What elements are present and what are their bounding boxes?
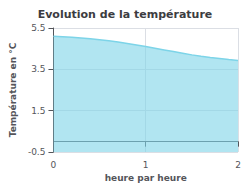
svg-text:5.5: 5.5 — [31, 23, 45, 33]
svg-text:heure par heure: heure par heure — [105, 173, 187, 183]
svg-text:3.5: 3.5 — [31, 64, 45, 74]
svg-text:1.5: 1.5 — [31, 106, 45, 116]
svg-text:0: 0 — [51, 160, 57, 170]
svg-text:Température en °C: Température en °C — [8, 42, 18, 137]
svg-text:1: 1 — [143, 160, 149, 170]
svg-text:-0.5: -0.5 — [28, 147, 46, 157]
svg-text:2: 2 — [235, 160, 241, 170]
svg-text:Evolution de la température: Evolution de la température — [38, 8, 213, 21]
